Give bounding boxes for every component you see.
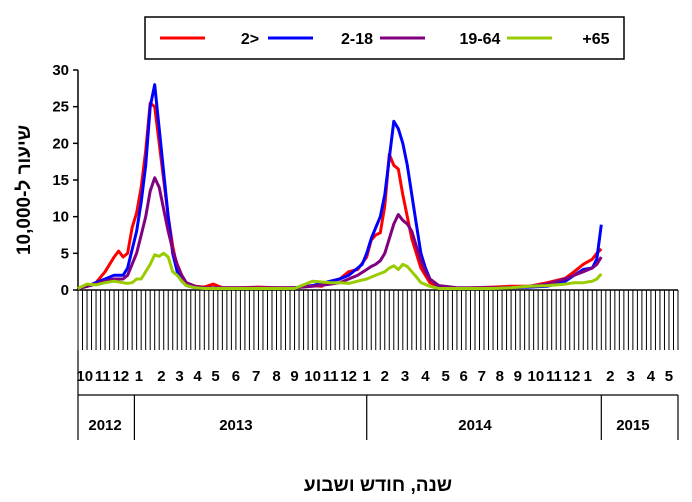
y-tick-label: 5 [61, 245, 69, 262]
month-label: 2 [157, 368, 165, 385]
month-label: 9 [290, 368, 298, 385]
series-layer [77, 83, 603, 290]
series-line-4 [77, 251, 603, 290]
series-line-2 [77, 83, 603, 290]
y-tick-label: 30 [52, 62, 69, 79]
legend-label-3: 19-64 [460, 31, 501, 48]
month-label: 11 [95, 368, 111, 385]
month-label: 8 [496, 368, 504, 385]
legend: 2> 2-18 19-64 +65 [144, 16, 625, 60]
month-label: 4 [193, 368, 202, 385]
month-label: 5 [211, 368, 219, 385]
year-label: 2015 [616, 417, 649, 434]
series-line-1 [77, 101, 603, 290]
month-label: 12 [564, 368, 581, 385]
series-line-3 [77, 176, 603, 290]
month-label: 3 [626, 368, 634, 385]
year-label: 2014 [458, 417, 492, 434]
month-label: 1 [363, 368, 371, 385]
month-label: 8 [272, 368, 280, 385]
y-tick-label: 25 [52, 99, 69, 116]
month-label: 6 [460, 368, 468, 385]
month-label: 2 [381, 368, 389, 385]
legend-label-2: 2-18 [341, 31, 373, 48]
month-label: 4 [421, 368, 430, 385]
month-label: 6 [232, 368, 240, 385]
month-label: 4 [647, 368, 656, 385]
y-tick-label: 15 [52, 172, 69, 189]
month-label: 5 [441, 368, 449, 385]
month-label: 11 [546, 368, 562, 385]
month-label: 7 [252, 368, 260, 385]
month-label: 10 [528, 368, 545, 385]
month-label: 5 [665, 368, 673, 385]
y-axis-title: שיעור ל-10,000 [14, 125, 35, 255]
month-label: 1 [135, 368, 143, 385]
month-label: 3 [401, 368, 409, 385]
month-label: 3 [175, 368, 183, 385]
y-tick-label: 20 [52, 135, 69, 152]
month-label: 1 [584, 368, 592, 385]
legend-label-1: 2> [241, 31, 259, 48]
month-label: 12 [113, 368, 130, 385]
x-axis-title: שנה, חודש ושבוע [304, 475, 452, 496]
month-label: 9 [514, 368, 522, 385]
month-label: 7 [478, 368, 486, 385]
month-label: 11 [323, 368, 339, 385]
year-label: 2013 [219, 417, 252, 434]
month-label: 10 [304, 368, 321, 385]
y-tick-label: 10 [52, 209, 69, 226]
month-label: 2 [606, 368, 614, 385]
year-label: 2012 [88, 417, 121, 434]
month-label: 10 [76, 368, 93, 385]
y-tick-label: 0 [61, 282, 69, 299]
legend-label-4: +65 [582, 31, 609, 48]
month-label: 12 [340, 368, 357, 385]
